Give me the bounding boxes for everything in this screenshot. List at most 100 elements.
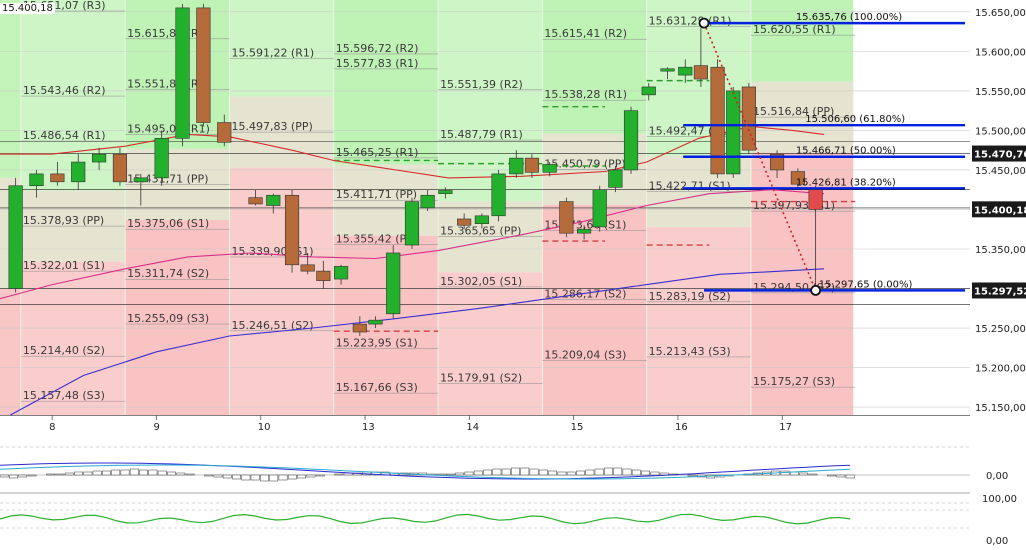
oscillator-bar (287, 474, 297, 480)
rsi-axis-top: 100,00 (982, 494, 1017, 505)
y-tick-label: 15.450,00 (975, 166, 1026, 177)
candle-body (300, 264, 315, 272)
candle (457, 213, 472, 230)
pivot-label: 15.311,74 (S2) (127, 267, 209, 280)
oscillator-bar (604, 467, 613, 476)
oscillator-bar (808, 473, 818, 476)
candle-body (92, 153, 107, 163)
zone-support (750, 152, 856, 415)
oscillator-panels: 0,00 100,00 0,00 (0, 446, 1017, 547)
fib-level-label: 15.426,81 (38.20%) (796, 177, 896, 188)
candle (386, 245, 401, 319)
candle (769, 150, 785, 178)
oscillator-bar (548, 470, 558, 476)
ma-slow-line (10, 268, 825, 416)
candle-body (491, 173, 506, 217)
pivot-label: 15.465,25 (R1) (336, 146, 419, 159)
y-tick-label: 15.500,00 (975, 126, 1026, 137)
candle-body (457, 218, 472, 226)
oscillator-bar (306, 474, 316, 478)
oscillator-macd-line (0, 464, 851, 480)
candle (542, 162, 557, 177)
last-price-readout: 15.400,18 (0, 3, 55, 14)
candle-body (8, 185, 23, 289)
pivot-label: 15.431,71 (PP) (127, 172, 208, 185)
candle (175, 3, 190, 147)
zone-resistance (229, 0, 334, 97)
candle-body (420, 194, 435, 209)
candle (577, 225, 592, 240)
candle-body (741, 86, 756, 151)
y-tick-label: 15.600,00 (975, 47, 1026, 58)
pivot-label: 15.516,84 (PP) (753, 105, 834, 118)
candle (741, 83, 756, 155)
pivot-label: 15.283,19 (S2) (649, 290, 731, 303)
candle-body (29, 173, 44, 187)
oscillator-bar (120, 469, 130, 476)
x-tick-label: 14 (466, 422, 479, 433)
candle-body (175, 7, 190, 139)
candle (8, 177, 23, 293)
oscillator-bar (520, 467, 530, 476)
rsi-axis-bottom: 0,00 (986, 536, 1008, 547)
zone-r (0, 0, 21, 178)
candle-body (769, 153, 785, 171)
candle-body (693, 65, 708, 80)
candle-body (368, 319, 383, 325)
oscillator-bar (576, 470, 585, 476)
candle-body (112, 153, 128, 183)
fibonacci-retracement[interactable]: 15.635,76 (100.00%)15.506,60 (61.80%)15.… (683, 12, 965, 296)
oscillator-bar (250, 474, 260, 481)
x-tick-label: 8 (49, 422, 55, 433)
pivot-label: 15.209,04 (S3) (544, 348, 626, 361)
zone-support (646, 227, 751, 415)
oscillator-bar (185, 473, 195, 476)
y-tick-label: 15.250,00 (975, 324, 1026, 335)
candle (404, 197, 420, 249)
rsi-line (0, 513, 851, 525)
zone-support (229, 167, 334, 415)
candle (71, 154, 86, 190)
pivot-label: 15.302,05 (S1) (440, 275, 522, 288)
oscillator-bar (585, 469, 595, 476)
candle-body (474, 215, 489, 225)
candle (623, 106, 639, 174)
candle (592, 185, 607, 232)
oscillator-bar (334, 473, 344, 476)
oscillator-bar (139, 469, 148, 476)
candle (352, 316, 367, 336)
oscillator-bar (55, 473, 65, 476)
candle-body (266, 194, 281, 206)
oscillator-bar (566, 471, 576, 476)
oscillator-bar (492, 468, 502, 476)
oscillator-bar (92, 470, 102, 476)
pivot-zone-backgrounds (0, 0, 856, 415)
oscillator-axis-label: 0,00 (986, 471, 1008, 482)
y-tick-label: 15.150,00 (975, 403, 1026, 414)
candle-body (608, 169, 623, 188)
pivot-label: 15.487,79 (R1) (440, 128, 523, 141)
oscillator-bar (455, 472, 465, 476)
oscillator-bar (0, 474, 9, 478)
oscillator-bar (501, 468, 511, 476)
candle (420, 189, 435, 212)
y-tick-label: 15.550,00 (975, 87, 1026, 98)
candle (438, 187, 453, 199)
price-tag-label: 15.297,52 (974, 286, 1026, 297)
candle (133, 173, 148, 206)
oscillator-bar (538, 469, 548, 476)
pivot-label: 15.322,01 (S1) (23, 259, 105, 272)
zone-resistance (750, 0, 856, 82)
pivot-label: 15.422,71 (S1) (649, 180, 731, 193)
candle (790, 168, 805, 190)
pivot-label: 15.497,83 (PP) (231, 120, 312, 133)
oscillator-bar (529, 468, 539, 476)
price-tag (972, 145, 1026, 162)
x-tick-label: 15 (571, 422, 584, 433)
pivot-label: 15.375,06 (S1) (127, 217, 209, 230)
oscillator-bar (845, 474, 855, 479)
candlesticks[interactable] (0, 3, 823, 336)
oscillator-bar (464, 471, 474, 476)
oscillator-bar (176, 472, 186, 476)
